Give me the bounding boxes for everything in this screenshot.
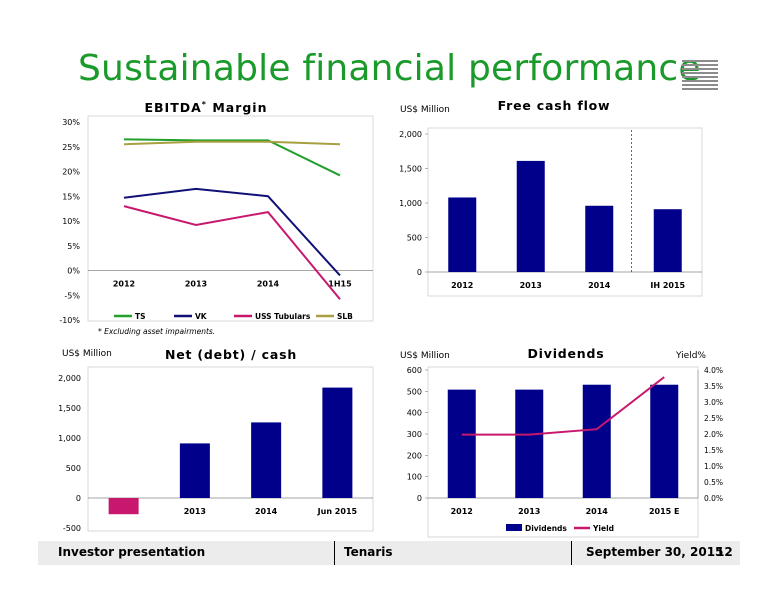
div-y2tick-label: 4.0% — [704, 366, 723, 375]
div-xtick-label: 2012 — [451, 507, 473, 516]
footer-date-label: September 30, 2015 — [586, 545, 724, 559]
netcash-ytick-label: 2,000 — [58, 374, 81, 383]
dividends-chart: US$ Million Dividends Yield% 600 500 400 30… — [400, 346, 723, 538]
ebitda-ytick-label: -5% — [64, 291, 80, 300]
div-xtick-label: 2013 — [518, 507, 540, 516]
netcash-bar — [179, 443, 210, 498]
div-y2tick-label: 2.0% — [704, 430, 723, 439]
ebitda-legend-label: SLB — [337, 312, 353, 321]
ebitda-ytick-label: 15% — [62, 192, 80, 201]
footer-divider — [334, 541, 335, 565]
div-y2tick-label: 3.0% — [704, 398, 723, 407]
ebitda-ytick-label: 0% — [67, 267, 80, 276]
ebitda-xtick-label: 2014 — [257, 280, 280, 289]
company-logo — [682, 60, 718, 94]
div-ytick-label: 600 — [407, 366, 422, 375]
ebitda-xtick-label: 2013 — [185, 280, 207, 289]
footer-bar: Investor presentation Tenaris September … — [38, 541, 740, 565]
div-y2tick-label: 1.5% — [704, 446, 723, 455]
div-ytick-label: 400 — [407, 409, 422, 418]
div-bar — [447, 389, 476, 498]
fcf-xtick-label: 2013 — [520, 281, 542, 290]
ebitda-legend-label: USS Tubulars — [255, 312, 311, 321]
fcf-bar — [448, 197, 477, 272]
ebitda-ytick-label: 20% — [62, 168, 80, 177]
ebitda-ytick-label: 30% — [62, 118, 80, 127]
div-yield-line — [461, 376, 665, 436]
fcf-ytick-label: 500 — [407, 234, 422, 243]
ebitda-ytick-label: -10% — [59, 316, 80, 325]
fcf-ytick-label: 1,500 — [399, 165, 422, 174]
fcf-bar — [585, 205, 614, 272]
netcash-ytick-label: 1,500 — [58, 404, 81, 413]
ebitda-series-line — [123, 205, 341, 300]
netcash-title: Net (debt) / cash — [165, 347, 297, 362]
div-y2tick-label: 2.5% — [704, 414, 723, 423]
fcf-ytick-label: 2,000 — [399, 130, 422, 139]
div-ytick-label: 100 — [407, 473, 422, 482]
netcash-ytick-label: 1,000 — [58, 434, 81, 443]
netcash-unit-label: US$ Million — [62, 349, 112, 359]
fcf-xtick-label: 2012 — [451, 281, 473, 290]
ebitda-legend-label: VK — [195, 312, 208, 321]
div-y2tick-label: 3.5% — [704, 382, 723, 391]
div-legend-label: Yield — [592, 524, 614, 533]
ebitda-title: EBITDA* Margin — [144, 100, 267, 115]
ebitda-series-line — [123, 138, 341, 177]
div-xtick-label: 2014 — [586, 507, 609, 516]
ebitda-ytick-label: 25% — [62, 143, 80, 152]
netcash-xtick-label: 2014 — [255, 507, 278, 516]
netcash-xtick-label: Jun 2015 — [317, 507, 358, 516]
footer-divider — [571, 541, 572, 565]
ebitda-xtick-label: 1H15 — [328, 280, 352, 289]
netcash-bar — [322, 387, 353, 498]
div-y2tick-label: 0.5% — [704, 478, 723, 487]
div-unit-label: US$ Million — [400, 351, 450, 361]
ebitda-legend-label: TS — [135, 312, 146, 321]
div-ytick-label: 200 — [407, 451, 422, 460]
div-legend-label: Dividends — [525, 524, 567, 533]
ebitda-margin-chart: EBITDA* Margin 30% 25% 20% 15% 10% 5% 0% -5% -10… — [59, 100, 374, 336]
fcf-bar — [516, 160, 545, 272]
div-y2tick-label: 0.0% — [704, 494, 723, 503]
fcf-title: Free cash flow — [498, 98, 611, 113]
fcf-xtick-label: IH 2015 — [650, 281, 685, 290]
page-number: 12 — [716, 545, 733, 559]
div-title: Dividends — [527, 346, 604, 361]
net-debt-cash-chart: US$ Million Net (debt) / cash 2,000 1,500… — [58, 347, 374, 533]
netcash-xtick-label: 2013 — [184, 507, 206, 516]
free-cash-flow-chart: US$ Million Free cash flow 2,000 1,500 1,0… — [399, 98, 703, 297]
fcf-ytick-label: 1,000 — [399, 199, 422, 208]
div-bar — [515, 389, 544, 498]
netcash-ytick-label: -500 — [63, 524, 81, 533]
div-legend-swatch — [506, 524, 522, 531]
ebitda-series-line — [123, 140, 341, 146]
div-ytick-label: 300 — [407, 430, 422, 439]
netcash-bar — [108, 498, 139, 515]
footer-company-label: Tenaris — [344, 545, 393, 559]
fcf-bar — [653, 209, 682, 272]
div-ytick-label: 500 — [407, 387, 422, 396]
ebitda-footnote: * Excluding asset impairments. — [98, 327, 215, 336]
div-bar — [582, 384, 611, 498]
footer-presentation-label: Investor presentation — [58, 545, 206, 559]
ebitda-xtick-label: 2012 — [113, 280, 135, 289]
div-ytick-label: 0 — [417, 494, 422, 503]
ebitda-series-line — [123, 187, 341, 277]
netcash-ytick-label: 0 — [76, 494, 81, 503]
ebitda-ytick-label: 10% — [62, 217, 80, 226]
fcf-unit-label: US$ Million — [400, 105, 450, 115]
div-y2-label: Yield% — [675, 351, 706, 361]
netcash-bar — [251, 422, 282, 498]
ebitda-ytick-label: 5% — [67, 242, 80, 251]
page-title: Sustainable financial performance — [78, 48, 701, 89]
div-bar — [650, 384, 679, 498]
div-y2tick-label: 1.0% — [704, 462, 723, 471]
fcf-xtick-label: 2014 — [588, 281, 611, 290]
fcf-ytick-label: 0 — [417, 268, 422, 277]
div-xtick-label: 2015 E — [649, 507, 680, 516]
netcash-ytick-label: 500 — [66, 464, 81, 473]
